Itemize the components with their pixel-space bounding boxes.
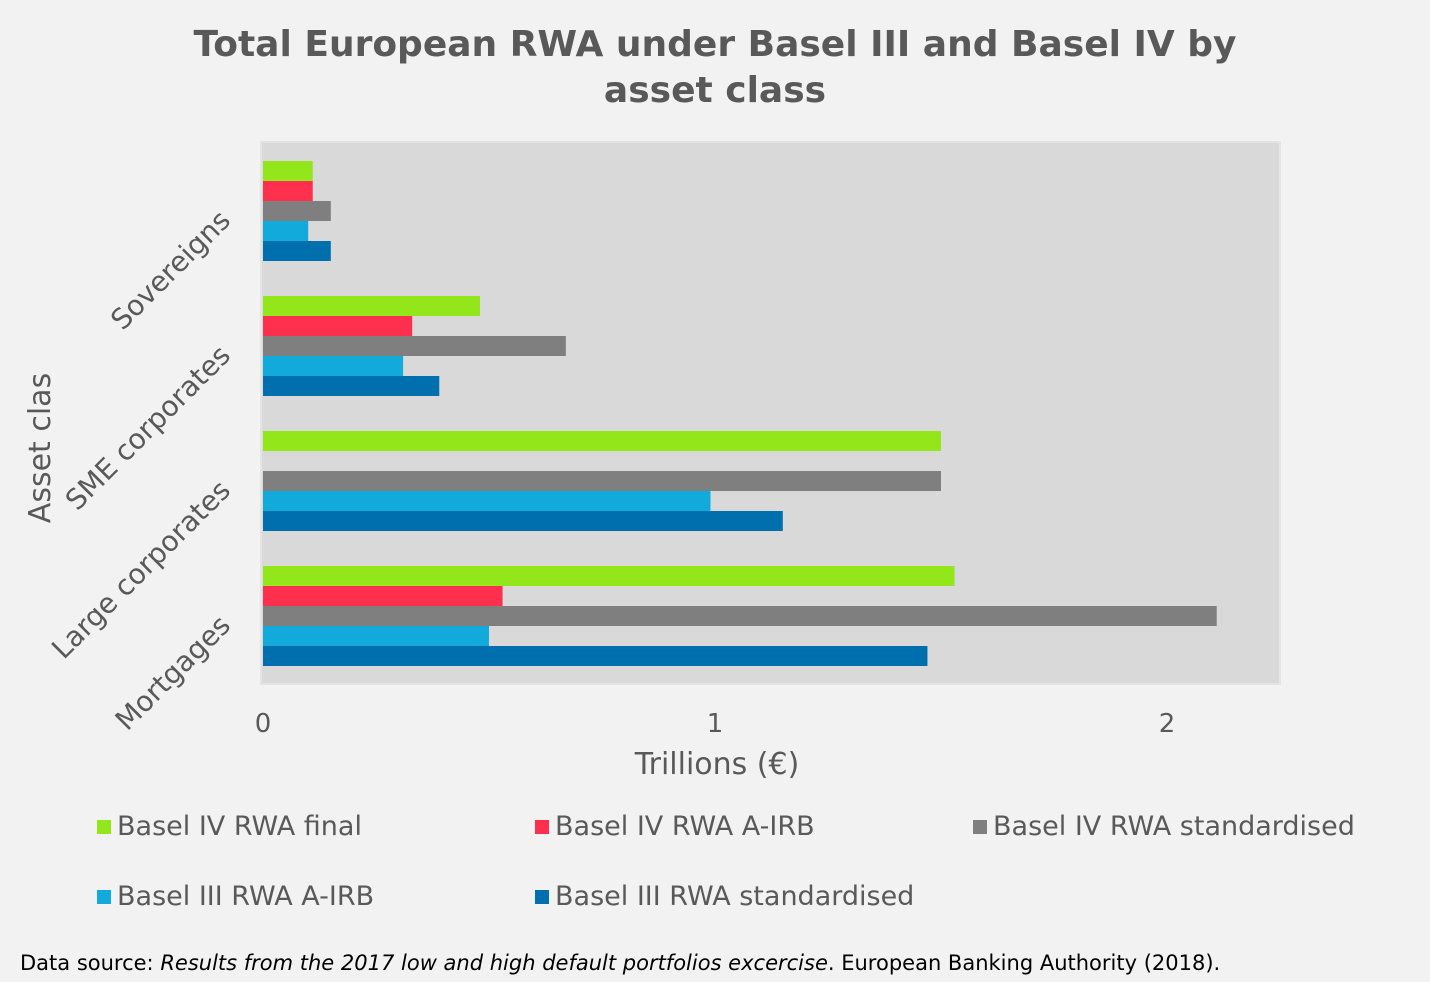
bar-sovereigns-basel-iv-rwa-final (263, 161, 313, 181)
y-axis-title: Asset clas (23, 373, 58, 523)
bar-sme-corporates-basel-iv-rwa-standardised (263, 336, 566, 356)
bar-large-corporates-basel-iv-rwa-final (263, 431, 941, 451)
bar-mortgages-basel-iv-rwa-a-irb (263, 586, 503, 606)
legend-label: Basel III RWA standardised (555, 881, 915, 912)
bar-sme-corporates-basel-iii-rwa-standardised (263, 376, 440, 396)
x-axis-title: Trillions (€) (634, 747, 800, 782)
bar-mortgages-basel-iii-rwa-standardised (263, 646, 928, 666)
bar-mortgages-basel-iii-rwa-a-irb (263, 626, 489, 646)
x-tick-label: 1 (707, 709, 724, 739)
legend-label: Basel IV RWA final (117, 811, 362, 842)
x-tick-labels: 0 1 2 (255, 709, 1176, 739)
chart-title-line-1: Total European RWA under Basel III and B… (193, 24, 1237, 65)
chart-title-line-2: asset class (603, 70, 827, 111)
source-prefix: Data source: (20, 951, 161, 975)
bar-large-corporates-basel-iv-rwa-standardised (263, 471, 941, 491)
bar-sovereigns-basel-iv-rwa-standardised (263, 201, 331, 221)
legend-item[interactable]: Basel IV RWA A-IRB (535, 811, 815, 843)
legend-item[interactable]: Basel III RWA A-IRB (97, 881, 374, 913)
bar-sovereigns-basel-iv-rwa-a-irb (263, 181, 313, 201)
bar-sovereigns-basel-iii-rwa-a-irb (263, 221, 309, 241)
source-suffix: . European Banking Authority (2018). (827, 951, 1221, 975)
legend-swatch (535, 890, 549, 904)
bar-sovereigns-basel-iii-rwa-standardised (263, 241, 331, 261)
x-tick-label: 0 (255, 709, 272, 739)
source-title: Results from the 2017 low and high defau… (160, 951, 828, 975)
bar-large-corporates-basel-iii-rwa-standardised (263, 511, 783, 531)
category-label: Mortgages (109, 609, 237, 737)
legend-label: Basel IV RWA standardised (993, 811, 1355, 842)
bar-sme-corporates-basel-iii-rwa-a-irb (263, 356, 404, 376)
legend-label: Basel IV RWA A-IRB (555, 811, 815, 842)
legend-swatch (97, 890, 111, 904)
category-label: Sovereigns (104, 204, 237, 337)
legend-swatch (973, 820, 987, 834)
legend-swatch (535, 820, 549, 834)
legend-swatch (97, 820, 111, 834)
x-tick-label: 2 (1159, 709, 1176, 739)
legend-item[interactable]: Basel III RWA standardised (535, 881, 914, 913)
legend-item[interactable]: Basel IV RWA standardised (973, 811, 1355, 843)
legend-item[interactable]: Basel IV RWA final (97, 811, 362, 843)
bars-group (263, 161, 1217, 666)
bar-mortgages-basel-iv-rwa-standardised (263, 606, 1217, 626)
bar-sme-corporates-basel-iv-rwa-final (263, 296, 480, 316)
bar-large-corporates-basel-iii-rwa-a-irb (263, 491, 711, 511)
bar-sme-corporates-basel-iv-rwa-a-irb (263, 316, 413, 336)
legend-label: Basel III RWA A-IRB (117, 881, 375, 912)
bar-mortgages-basel-iv-rwa-final (263, 566, 955, 586)
chart-title: Total European RWA under Basel III and B… (0, 22, 1430, 114)
data-source-note: Data source: Results from the 2017 low a… (20, 951, 1220, 975)
